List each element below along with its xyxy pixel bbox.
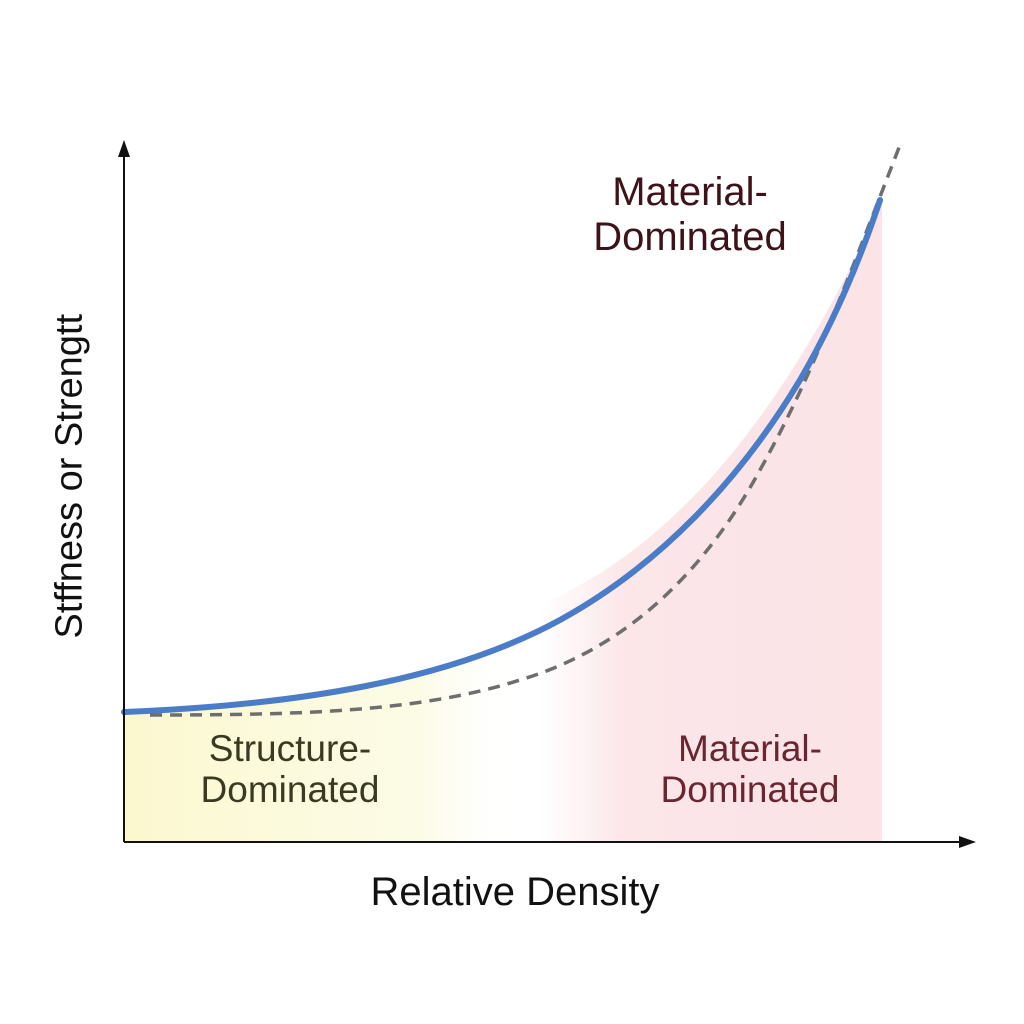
x-axis-label: Relative Density [370,870,660,914]
top-label-line1: Material- [612,170,768,214]
x-axis-arrow-icon [959,836,976,848]
material-label-line1: Material- [678,728,822,769]
material-dominated-label: Material- Dominated [620,728,880,811]
material-label-line2: Dominated [660,769,840,811]
structure-dominated-label: Structure- Dominated [160,728,420,811]
structure-label-line1: Structure- [208,728,372,769]
y-axis-arrow-icon [118,140,130,157]
top-material-dominated-label: Material- Dominated [560,170,820,260]
structure-label-line2: Dominated [200,769,380,811]
top-label-line2: Dominated [593,214,787,259]
solid-curve [121,197,883,715]
white-above-curve [124,120,882,712]
structure-dominated-region [124,640,520,842]
y-axis-label: Stffness or Strengtt [48,313,91,639]
